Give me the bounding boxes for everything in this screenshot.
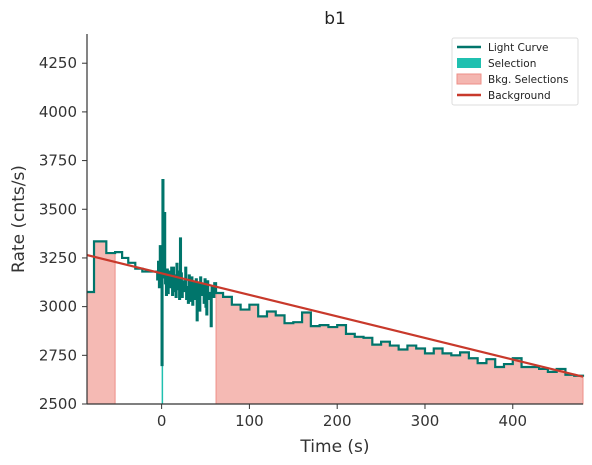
x-tick-label: 0 <box>157 412 167 430</box>
x-axis-label: Time (s) <box>299 437 369 457</box>
background-model-line <box>86 253 584 378</box>
x-tick-label: 200 <box>323 412 352 430</box>
x-tick-label: 400 <box>498 412 527 430</box>
legend-patch-swatch <box>457 58 481 68</box>
y-tick-label: 2500 <box>39 395 77 413</box>
y-tick-label: 4000 <box>39 103 77 121</box>
legend-entry-label: Selection <box>488 58 536 70</box>
legend-patch-swatch <box>456 73 482 85</box>
x-axis-ticks: 0 100 200 300 400 <box>157 404 527 430</box>
y-tick-label: 4250 <box>39 54 77 72</box>
selection-region-0 <box>161 365 164 404</box>
x-tick-label: 100 <box>235 412 264 430</box>
legend-box <box>451 37 579 106</box>
background-model-layer <box>86 253 584 378</box>
legend-entry-label: Bkg. Selections <box>488 74 568 86</box>
y-tick-label: 2750 <box>39 346 77 364</box>
legend-entry-label: Light Curve <box>488 42 549 54</box>
y-axis-ticks: 2500 2750 3000 3250 3500 3750 4000 4250 <box>39 54 87 413</box>
y-axis-label: Rate (cnts/s) <box>9 165 29 273</box>
legend: Light Curve Selection Bkg. Selections Backg… <box>451 37 579 106</box>
bkg-selection-region-0 <box>86 240 116 405</box>
legend-entry-label: Background <box>488 90 551 102</box>
y-tick-label: 3750 <box>39 152 77 170</box>
light-curve-line <box>87 178 585 377</box>
y-tick-label: 3500 <box>39 200 77 218</box>
chart-title: b1 <box>324 9 346 29</box>
selection-layer <box>161 365 164 404</box>
y-tick-label: 3250 <box>39 249 77 267</box>
y-tick-label: 3000 <box>39 298 77 316</box>
light-curve-layer <box>87 178 585 377</box>
x-tick-label: 300 <box>411 412 440 430</box>
